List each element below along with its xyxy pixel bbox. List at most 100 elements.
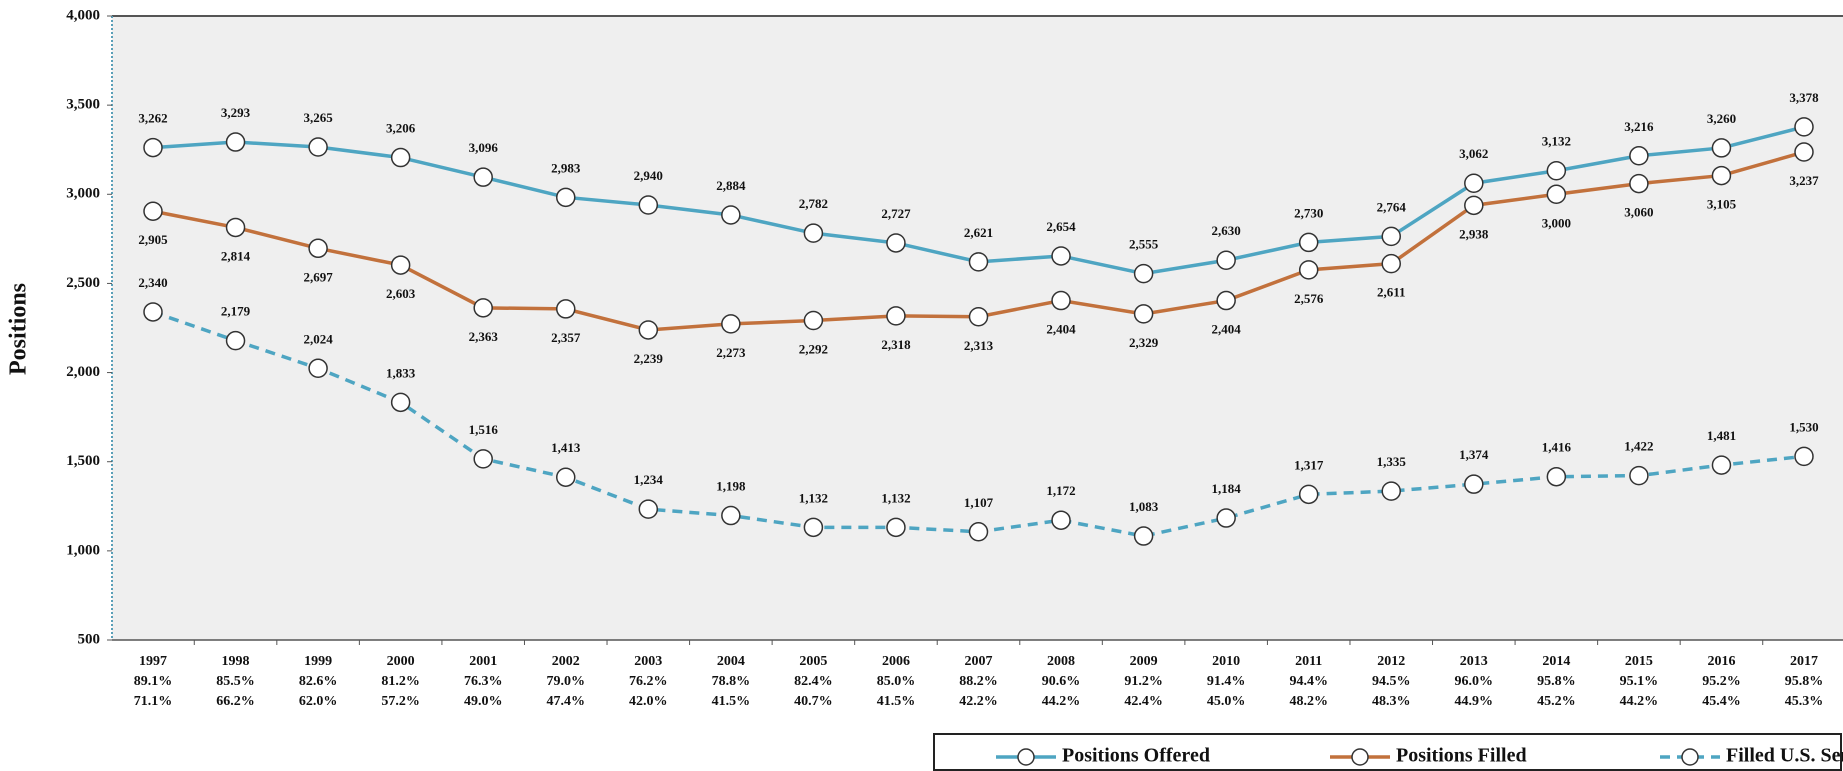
- x-tick-label: 2001: [469, 654, 497, 669]
- x-sublabel: 48.2%: [1289, 694, 1328, 709]
- point: [721, 205, 741, 225]
- legend-marker: [1681, 748, 1699, 766]
- x-sublabel: 42.4%: [1124, 694, 1163, 709]
- x-sublabel: 41.5%: [877, 694, 916, 709]
- point: [1464, 173, 1484, 193]
- point: [638, 195, 659, 215]
- point: [803, 517, 824, 538]
- x-sublabel: 85.5%: [216, 674, 255, 689]
- data-label: 1,516: [469, 422, 499, 437]
- y-tick-label: 500: [78, 631, 101, 647]
- y-tick-label: 4,000: [66, 7, 100, 23]
- data-label: 1,184: [1212, 481, 1242, 496]
- data-label: 2,730: [1294, 205, 1323, 220]
- point: [638, 499, 659, 519]
- y-tick-label: 3,500: [66, 97, 100, 113]
- point: [225, 132, 246, 152]
- x-sublabel: 95.2%: [1702, 674, 1741, 689]
- data-label: 2,239: [634, 351, 664, 366]
- data-label: 2,940: [634, 168, 663, 183]
- data-label: 3,062: [1459, 146, 1488, 161]
- x-sublabel: 94.5%: [1372, 674, 1411, 689]
- data-label: 2,764: [1377, 199, 1407, 214]
- point: [968, 252, 989, 272]
- x-tick-label: 2004: [717, 654, 745, 669]
- legend-label: Positions Offered: [1062, 745, 1210, 767]
- point: [968, 307, 989, 327]
- data-label: 3,293: [221, 105, 251, 120]
- point: [1051, 510, 1071, 530]
- point: [143, 201, 163, 221]
- x-sublabel: 71.1%: [134, 694, 173, 709]
- point: [390, 255, 411, 275]
- x-tick-label: 1999: [304, 654, 332, 669]
- data-label: 1,198: [716, 479, 746, 494]
- x-sublabel: 94.4%: [1289, 674, 1328, 689]
- point: [1298, 260, 1319, 280]
- point: [886, 306, 906, 326]
- x-sublabel: 45.4%: [1702, 694, 1741, 709]
- point: [1216, 290, 1236, 311]
- data-label: 3,378: [1789, 90, 1819, 105]
- x-sublabel: 40.7%: [794, 694, 833, 709]
- legend-marker: [1351, 748, 1369, 766]
- x-tick-label: 1998: [222, 654, 250, 669]
- data-label: 2,329: [1129, 335, 1159, 350]
- data-label: 2,938: [1459, 226, 1489, 241]
- legend-label: Filled U.S. Seniors: [1726, 745, 1843, 767]
- x-sublabel: 82.6%: [299, 674, 338, 689]
- x-tick-label: 2011: [1295, 654, 1322, 669]
- x-tick-label: 1997: [139, 654, 167, 669]
- data-label: 2,884: [716, 178, 746, 193]
- x-sublabel: 90.6%: [1042, 674, 1081, 689]
- x-tick-label: 2012: [1377, 654, 1405, 669]
- point: [1794, 446, 1814, 467]
- x-sublabel: 45.2%: [1537, 694, 1576, 709]
- point: [803, 223, 824, 243]
- point: [803, 310, 824, 331]
- point: [308, 137, 328, 157]
- y-tick-label: 3,000: [66, 186, 100, 202]
- data-label: 2,603: [386, 286, 416, 301]
- point: [1794, 117, 1814, 137]
- data-label: 3,206: [386, 121, 416, 136]
- point: [721, 314, 741, 334]
- x-sublabel: 44.9%: [1455, 694, 1494, 709]
- point: [556, 299, 576, 319]
- x-sublabel: 88.2%: [959, 674, 998, 689]
- x-tick-label: 2017: [1790, 654, 1818, 669]
- x-sublabel: 96.0%: [1455, 674, 1494, 689]
- data-label: 2,363: [469, 329, 499, 344]
- data-label: 2,292: [799, 341, 828, 356]
- x-sublabel: 89.1%: [134, 674, 173, 689]
- point: [1711, 165, 1732, 186]
- point: [143, 137, 163, 158]
- point: [721, 505, 741, 526]
- data-label: 3,265: [303, 110, 333, 125]
- x-sublabel: 45.3%: [1785, 694, 1824, 709]
- data-label: 2,782: [799, 196, 828, 211]
- data-label: 2,024: [303, 331, 333, 346]
- point: [473, 298, 493, 318]
- data-label: 1,413: [551, 440, 581, 455]
- legend-label: Positions Filled: [1396, 745, 1527, 767]
- data-label: 2,905: [138, 232, 168, 247]
- point: [1381, 226, 1401, 247]
- x-sublabel: 49.0%: [464, 694, 503, 709]
- data-label: 3,237: [1789, 173, 1819, 188]
- point: [473, 449, 493, 469]
- x-sublabel: 78.8%: [712, 674, 751, 689]
- point: [1546, 161, 1567, 181]
- point: [1051, 246, 1071, 266]
- point: [968, 522, 989, 542]
- point: [556, 187, 576, 208]
- data-label: 2,697: [303, 269, 333, 284]
- x-sublabel: 47.4%: [547, 694, 586, 709]
- y-tick-label: 1,500: [66, 453, 100, 469]
- legend-marker: [1017, 748, 1035, 766]
- data-label: 1,172: [1046, 483, 1075, 498]
- x-sublabel: 45.0%: [1207, 694, 1246, 709]
- point: [556, 467, 576, 487]
- x-sublabel: 91.2%: [1124, 674, 1163, 689]
- x-sublabel: 79.0%: [547, 674, 586, 689]
